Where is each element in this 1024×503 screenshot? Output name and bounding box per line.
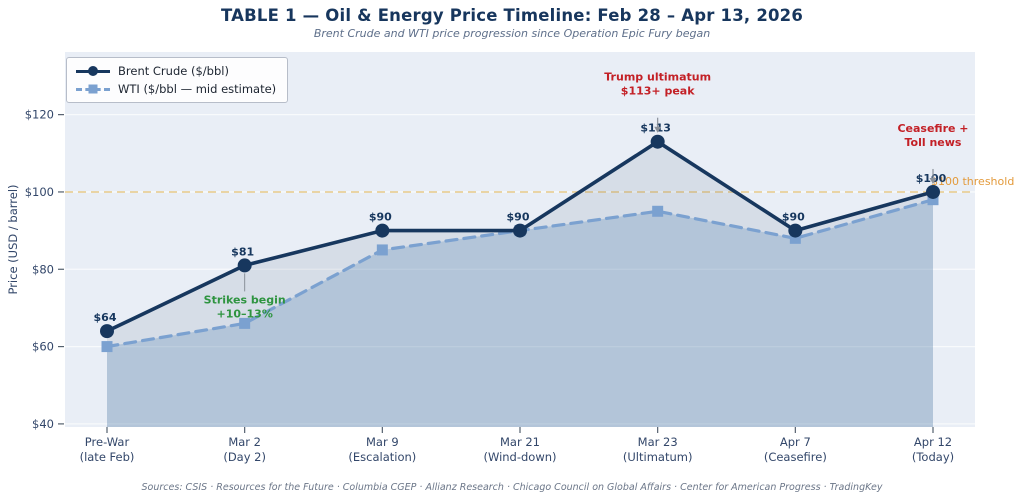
annotation-text: Strikes begin	[204, 293, 286, 306]
data-label: $64	[94, 311, 117, 324]
brent-marker	[100, 324, 114, 339]
y-tick-label: $120	[25, 108, 54, 122]
x-tick-sublabel: (Wind-down)	[483, 450, 556, 464]
chart-title: TABLE 1 — Oil & Energy Price Timeline: F…	[220, 6, 804, 25]
annotation-text: $113+ peak	[621, 85, 695, 98]
legend-label-brent: Brent Crude ($/bbl)	[118, 64, 229, 78]
annotation-text: Ceasefire +	[897, 122, 968, 135]
x-tick-sublabel: (Escalation)	[348, 450, 416, 464]
wti-area-fill	[107, 199, 933, 427]
x-tick-label: Mar 23	[638, 435, 678, 449]
brent-marker	[513, 223, 527, 238]
brent-area-fill	[107, 141, 933, 427]
brent-marker	[237, 258, 252, 273]
data-label: $90	[507, 211, 530, 224]
wti-marker	[789, 232, 801, 244]
data-label: $90	[782, 211, 805, 224]
y-axis-title: Price (USD / barrel)	[6, 184, 20, 294]
x-tick-label: Pre-War	[85, 435, 130, 449]
brent-marker	[788, 223, 803, 238]
annotation-arrowhead	[654, 126, 662, 133]
data-label: $90	[369, 211, 392, 224]
wti-marker	[927, 194, 939, 206]
sources-caption: Sources: CSIS · Resources for the Future…	[141, 482, 883, 493]
y-tick-label: $40	[32, 417, 54, 431]
annotation-text: +10–13%	[216, 307, 272, 320]
x-tick-label: Apr 7	[780, 435, 811, 449]
wti-marker	[652, 205, 664, 217]
threshold-label: $100 threshold	[931, 175, 1014, 188]
y-tick-label: $60	[32, 340, 54, 354]
wti-marker	[239, 317, 251, 329]
x-tick-sublabel: (Ceasefire)	[764, 450, 827, 464]
data-label: $81	[231, 245, 254, 258]
annotation-arrowhead	[929, 177, 937, 184]
legend-item-wti: WTI ($/bbl — mid estimate)	[76, 82, 276, 96]
chart-subtitle: Brent Crude and WTI price progression si…	[313, 27, 711, 40]
x-tick-sublabel: (Ultimatum)	[623, 450, 693, 464]
brent-marker	[926, 184, 940, 199]
brent-marker	[375, 223, 390, 238]
y-tick-label: $80	[32, 262, 54, 276]
legend-label-wti: WTI ($/bbl — mid estimate)	[118, 82, 277, 96]
wti-line-sample-icon	[76, 84, 110, 94]
chart-legend: Brent Crude ($/bbl) WTI ($/bbl — mid est…	[66, 57, 289, 103]
annotation-text: Toll news	[905, 136, 962, 149]
x-tick-sublabel: (late Feb)	[80, 450, 135, 464]
x-tick-label: Mar 21	[500, 435, 540, 449]
wti-marker	[101, 341, 113, 353]
x-tick-label: Mar 9	[366, 435, 399, 449]
x-tick-label: Mar 2	[228, 435, 261, 449]
brent-line-sample-icon	[76, 66, 110, 76]
annotation-text: Trump ultimatum	[604, 71, 711, 84]
x-tick-label: Apr 12	[914, 435, 952, 449]
legend-item-brent: Brent Crude ($/bbl)	[76, 64, 276, 78]
brent-marker	[650, 134, 665, 149]
y-tick-label: $100	[25, 185, 54, 199]
x-tick-sublabel: (Today)	[912, 450, 954, 464]
wti-marker	[376, 244, 388, 256]
x-tick-sublabel: (Day 2)	[223, 450, 266, 464]
